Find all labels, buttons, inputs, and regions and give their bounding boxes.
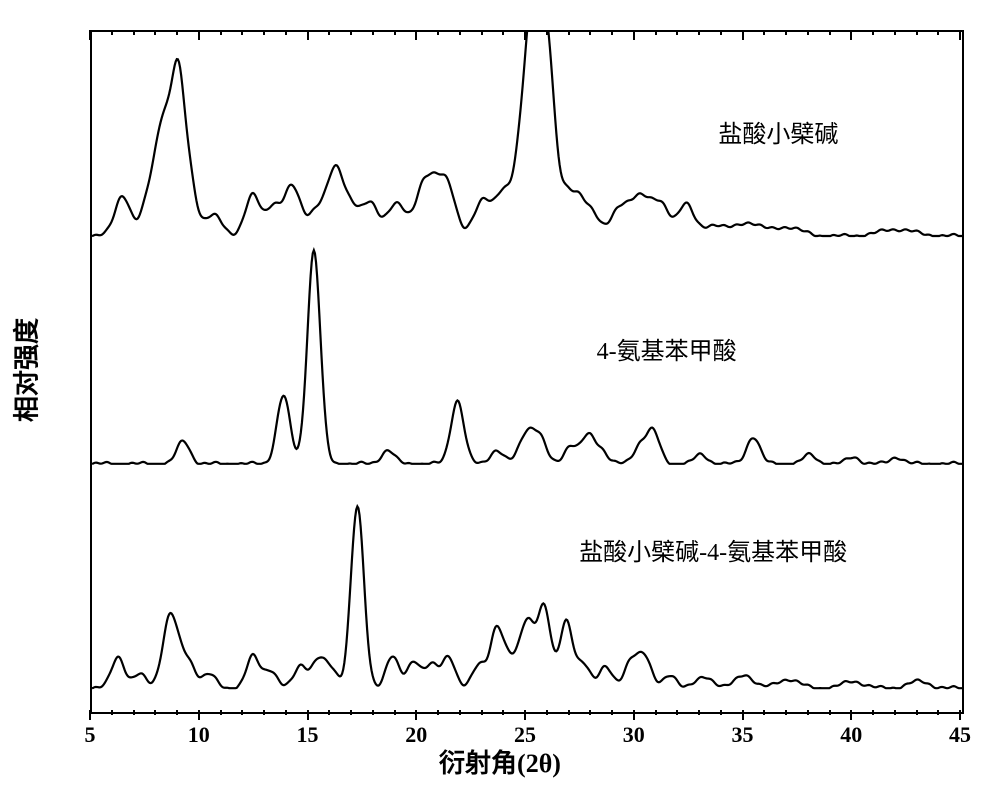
- x-tick-minor: [829, 710, 831, 715]
- x-tick-minor: [698, 710, 700, 715]
- x-tick-minor-top: [807, 30, 809, 35]
- x-tick-minor: [176, 710, 178, 715]
- x-tick-major: [415, 710, 417, 720]
- x-tick-minor: [807, 710, 809, 715]
- x-tick-minor: [481, 710, 483, 715]
- x-tick-major-top: [524, 30, 526, 40]
- x-tick-minor: [785, 710, 787, 715]
- x-tick-label: 40: [840, 722, 862, 748]
- x-tick-major: [742, 710, 744, 720]
- x-tick-minor: [589, 710, 591, 715]
- x-tick-minor-top: [394, 30, 396, 35]
- x-tick-major: [198, 710, 200, 720]
- y-axis-label: 相对强度: [7, 318, 44, 422]
- x-tick-label: 20: [405, 722, 427, 748]
- x-tick-minor: [241, 710, 243, 715]
- x-tick-minor: [350, 710, 352, 715]
- x-tick-minor-top: [220, 30, 222, 35]
- x-tick-major: [959, 710, 961, 720]
- x-tick-minor: [916, 710, 918, 715]
- x-tick-minor-top: [481, 30, 483, 35]
- x-tick-minor: [133, 710, 135, 715]
- x-tick-minor: [328, 710, 330, 715]
- x-tick-minor-top: [698, 30, 700, 35]
- x-tick-minor-top: [285, 30, 287, 35]
- x-tick-minor: [611, 710, 613, 715]
- x-tick-minor: [763, 710, 765, 715]
- x-tick-major: [850, 710, 852, 720]
- x-tick-minor: [872, 710, 874, 715]
- x-tick-major-top: [959, 30, 961, 40]
- x-tick-minor: [502, 710, 504, 715]
- x-tick-minor-top: [133, 30, 135, 35]
- x-tick-minor: [894, 710, 896, 715]
- x-tick-minor-top: [763, 30, 765, 35]
- x-tick-minor: [285, 710, 287, 715]
- x-tick-minor-top: [894, 30, 896, 35]
- x-tick-minor: [459, 710, 461, 715]
- x-tick-minor-top: [546, 30, 548, 35]
- x-tick-minor: [676, 710, 678, 715]
- x-tick-label: 35: [732, 722, 754, 748]
- x-tick-minor: [263, 710, 265, 715]
- x-tick-minor-top: [502, 30, 504, 35]
- x-tick-minor-top: [350, 30, 352, 35]
- x-tick-major-top: [742, 30, 744, 40]
- x-tick-label: 10: [188, 722, 210, 748]
- x-tick-minor: [655, 710, 657, 715]
- xrd-chart: 盐酸小檗碱 4-氨基苯甲酸 盐酸小檗碱-4-氨基苯甲酸 相对强度 衍射角(2θ)…: [0, 0, 1000, 788]
- x-tick-minor-top: [568, 30, 570, 35]
- x-tick-major-top: [633, 30, 635, 40]
- x-tick-label: 15: [297, 722, 319, 748]
- x-axis-label: 衍射角(2θ): [439, 743, 561, 780]
- x-tick-minor: [546, 710, 548, 715]
- x-tick-major: [307, 710, 309, 720]
- x-tick-minor: [937, 710, 939, 715]
- series-label-bottom: 盐酸小檗碱-4-氨基苯甲酸: [579, 532, 847, 567]
- x-tick-minor-top: [154, 30, 156, 35]
- x-tick-minor: [220, 710, 222, 715]
- x-tick-major-top: [89, 30, 91, 40]
- x-tick-label: 5: [85, 722, 96, 748]
- x-tick-minor-top: [263, 30, 265, 35]
- x-tick-major: [633, 710, 635, 720]
- x-tick-minor-top: [176, 30, 178, 35]
- x-tick-minor: [394, 710, 396, 715]
- x-tick-minor-top: [937, 30, 939, 35]
- x-tick-minor: [568, 710, 570, 715]
- x-tick-label: 45: [949, 722, 971, 748]
- x-tick-minor: [437, 710, 439, 715]
- x-tick-major-top: [415, 30, 417, 40]
- x-tick-minor-top: [655, 30, 657, 35]
- x-tick-major-top: [307, 30, 309, 40]
- x-tick-major: [89, 710, 91, 720]
- x-tick-minor-top: [676, 30, 678, 35]
- x-tick-minor: [720, 710, 722, 715]
- x-tick-minor-top: [437, 30, 439, 35]
- series-label-top: 盐酸小檗碱: [718, 114, 838, 149]
- x-tick-minor-top: [720, 30, 722, 35]
- x-tick-minor-top: [372, 30, 374, 35]
- x-tick-minor-top: [916, 30, 918, 35]
- series-middle: [92, 250, 962, 463]
- x-tick-label: 25: [514, 722, 536, 748]
- x-tick-major: [524, 710, 526, 720]
- x-tick-label: 30: [623, 722, 645, 748]
- x-tick-minor-top: [111, 30, 113, 35]
- x-tick-minor: [111, 710, 113, 715]
- x-tick-minor-top: [328, 30, 330, 35]
- x-tick-major-top: [198, 30, 200, 40]
- x-tick-major-top: [850, 30, 852, 40]
- x-tick-minor: [372, 710, 374, 715]
- x-tick-minor-top: [611, 30, 613, 35]
- x-tick-minor-top: [589, 30, 591, 35]
- x-tick-minor-top: [241, 30, 243, 35]
- plot-area: 盐酸小檗碱 4-氨基苯甲酸 盐酸小檗碱-4-氨基苯甲酸: [90, 30, 964, 714]
- x-tick-minor-top: [872, 30, 874, 35]
- x-tick-minor-top: [459, 30, 461, 35]
- series-label-middle: 4-氨基苯甲酸: [597, 331, 737, 366]
- x-tick-minor-top: [829, 30, 831, 35]
- x-tick-minor-top: [785, 30, 787, 35]
- x-tick-minor: [154, 710, 156, 715]
